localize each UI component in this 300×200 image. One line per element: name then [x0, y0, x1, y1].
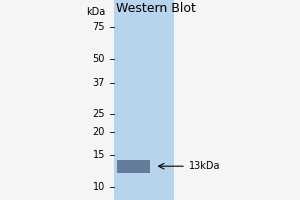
Text: 20: 20 [93, 127, 105, 137]
Bar [117, 160, 150, 173]
Text: 37: 37 [93, 78, 105, 88]
Text: 13kDa: 13kDa [189, 161, 220, 171]
Text: 15: 15 [93, 150, 105, 160]
Bar [114, 0, 174, 200]
Text: 75: 75 [92, 22, 105, 32]
Text: 25: 25 [92, 109, 105, 119]
Text: 10: 10 [93, 182, 105, 192]
Text: Western Blot: Western Blot [116, 2, 196, 15]
Text: kDa: kDa [86, 7, 105, 17]
Text: 50: 50 [93, 54, 105, 64]
